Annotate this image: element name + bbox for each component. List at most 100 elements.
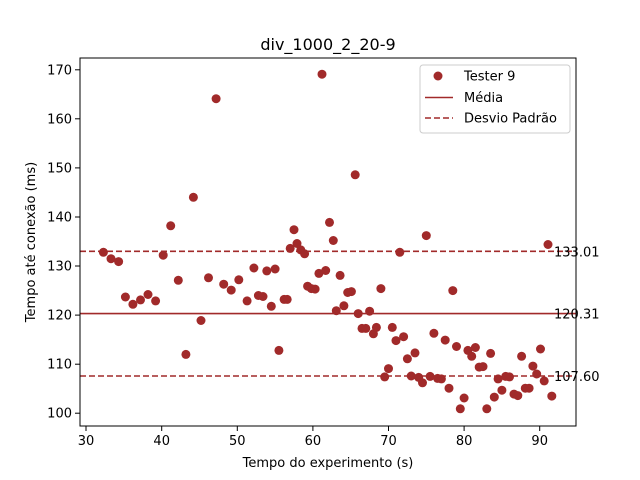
reference-line-label: 133.01: [554, 245, 600, 260]
data-point: [321, 266, 331, 275]
data-point: [395, 247, 405, 257]
data-point: [346, 287, 356, 297]
data-point: [262, 266, 272, 276]
data-point: [289, 225, 299, 235]
data-point: [478, 362, 488, 372]
data-point: [310, 284, 320, 294]
data-point: [106, 254, 116, 264]
data-point: [470, 343, 480, 352]
data-point: [196, 316, 206, 325]
x-tick-label: 80: [456, 434, 473, 449]
data-point: [181, 349, 191, 359]
data-point: [406, 371, 416, 381]
y-tick-label: 150: [47, 161, 72, 176]
data-point: [325, 217, 334, 227]
data-point: [274, 345, 284, 355]
legend-marker-points: [433, 71, 443, 81]
plot-area: 120.31 133.01 107.60: [79, 57, 600, 427]
x-axis-label: Tempo do experimento (s): [242, 456, 414, 471]
data-point: [249, 263, 259, 273]
x-tick-label: 70: [380, 434, 397, 449]
data-point: [384, 364, 393, 374]
data-point: [136, 295, 145, 305]
data-point: [258, 292, 268, 301]
x-tick-label: 50: [229, 434, 246, 449]
data-point: [98, 247, 108, 257]
data-point: [270, 264, 280, 274]
x-tick-label: 90: [531, 434, 548, 449]
data-point: [158, 250, 168, 260]
data-point: [402, 354, 412, 364]
data-point: [524, 383, 534, 393]
data-point: [339, 301, 349, 311]
reference-line-label: 107.60: [554, 370, 600, 385]
chart-title: div_1000_2_20-9: [260, 35, 395, 55]
data-point: [242, 296, 252, 306]
data-point: [539, 376, 549, 386]
data-point: [547, 391, 557, 401]
legend-label-mean: Média: [464, 91, 503, 106]
data-point: [173, 275, 183, 285]
data-point: [314, 268, 324, 278]
data-point: [517, 351, 527, 361]
y-tick-label: 130: [47, 260, 72, 275]
y-tick-label: 120: [47, 309, 72, 324]
data-point: [543, 240, 553, 249]
data-point: [421, 231, 431, 241]
data-point: [391, 336, 401, 346]
data-point: [143, 290, 153, 299]
data-point: [532, 369, 542, 379]
legend-label-points: Tester 9: [463, 70, 515, 85]
data-point: [226, 285, 236, 295]
data-point: [444, 383, 454, 393]
reference-line-label: 120.31: [554, 308, 600, 323]
data-point: [317, 69, 327, 79]
data-point: [440, 335, 450, 345]
legend-box: [419, 64, 571, 134]
data-point: [128, 299, 138, 309]
data-point: [528, 361, 538, 371]
data-point: [410, 348, 420, 358]
data-point: [211, 94, 221, 104]
data-point: [455, 404, 465, 414]
data-point: [452, 342, 461, 351]
data-point: [188, 192, 198, 202]
data-point: [282, 294, 292, 304]
data-point: [505, 372, 514, 382]
plot-frame: [79, 57, 577, 427]
data-point: [120, 292, 130, 302]
data-point: [114, 257, 124, 267]
y-tick-label: 140: [47, 211, 72, 226]
data-point: [328, 236, 338, 245]
y-axis: 100 110 120 130 140 150 160 170: [47, 63, 80, 422]
data-point: [376, 284, 386, 294]
y-tick-label: 110: [47, 358, 72, 373]
data-point: [459, 393, 469, 403]
data-point: [371, 322, 381, 332]
data-point: [489, 392, 499, 402]
data-point: [361, 323, 371, 333]
data-point: [536, 344, 545, 354]
legend-label-std: Desvio Padrão: [464, 112, 557, 127]
data-point: [380, 372, 390, 382]
data-point: [486, 348, 496, 358]
data-point: [151, 296, 161, 306]
x-tick-label: 30: [78, 434, 95, 449]
data-point: [399, 332, 409, 342]
data-point: [418, 378, 427, 388]
x-axis: 30 40 50 60 70 80 90: [78, 426, 548, 449]
y-tick-label: 100: [47, 407, 72, 422]
data-point: [497, 385, 507, 395]
x-tick-label: 40: [153, 434, 170, 449]
data-point: [429, 328, 439, 338]
data-point: [513, 391, 523, 401]
data-point: [387, 322, 397, 332]
data-point: [448, 286, 458, 296]
legend: Tester 9 Média Desvio Padrão: [419, 64, 571, 134]
data-point: [335, 270, 345, 280]
data-point: [350, 170, 360, 180]
data-point: [166, 221, 176, 231]
data-point: [266, 301, 276, 311]
y-tick-label: 170: [47, 63, 72, 78]
